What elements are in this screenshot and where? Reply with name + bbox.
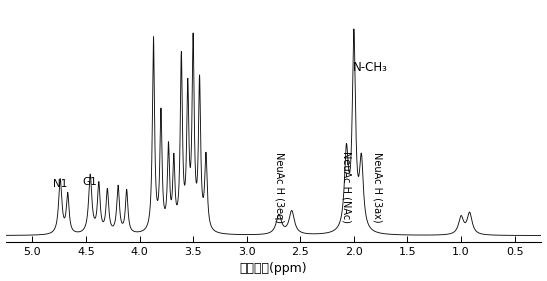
Text: N-CH₃: N-CH₃: [353, 61, 388, 74]
Text: N1: N1: [53, 179, 67, 189]
Text: NeuAc H (NAc): NeuAc H (NAc): [341, 151, 351, 223]
Text: G1: G1: [83, 177, 97, 187]
Text: NeuAc H (3eq): NeuAc H (3eq): [274, 152, 284, 223]
X-axis label: 化学位移(ppm): 化学位移(ppm): [240, 262, 307, 275]
Text: NeuAc H (3ax): NeuAc H (3ax): [373, 152, 382, 223]
